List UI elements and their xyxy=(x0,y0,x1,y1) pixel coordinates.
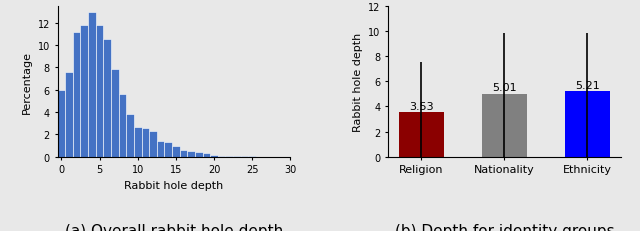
Bar xyxy=(134,127,141,157)
Y-axis label: Rabbit hole depth: Rabbit hole depth xyxy=(353,33,362,131)
Bar xyxy=(564,92,610,157)
Bar xyxy=(188,152,195,157)
Bar xyxy=(65,73,73,157)
Bar xyxy=(482,94,527,157)
Bar xyxy=(172,146,180,157)
Bar xyxy=(81,26,88,157)
Bar xyxy=(118,95,126,157)
X-axis label: Rabbit hole depth: Rabbit hole depth xyxy=(124,180,223,190)
Bar xyxy=(164,143,172,157)
Bar xyxy=(157,142,164,157)
Bar xyxy=(195,152,203,157)
Bar xyxy=(88,12,96,157)
Text: (b) Depth for identity groups: (b) Depth for identity groups xyxy=(395,223,614,231)
Text: 5.01: 5.01 xyxy=(492,83,516,93)
Y-axis label: Percentage: Percentage xyxy=(22,51,32,113)
Bar xyxy=(210,155,218,157)
Text: 3.53: 3.53 xyxy=(409,101,434,111)
Bar xyxy=(104,40,111,157)
Bar xyxy=(399,113,444,157)
Bar xyxy=(218,156,225,157)
Text: (a) Overall rabbit hole depth: (a) Overall rabbit hole depth xyxy=(65,223,283,231)
Bar xyxy=(233,156,241,157)
Bar xyxy=(96,26,104,157)
Text: 5.21: 5.21 xyxy=(575,80,600,90)
Bar xyxy=(126,115,134,157)
Bar xyxy=(111,69,118,157)
Bar xyxy=(149,131,157,157)
Bar xyxy=(141,128,149,157)
Bar xyxy=(180,150,188,157)
Bar xyxy=(58,90,65,157)
Bar xyxy=(203,153,210,157)
Bar xyxy=(73,33,81,157)
Bar xyxy=(225,156,233,157)
